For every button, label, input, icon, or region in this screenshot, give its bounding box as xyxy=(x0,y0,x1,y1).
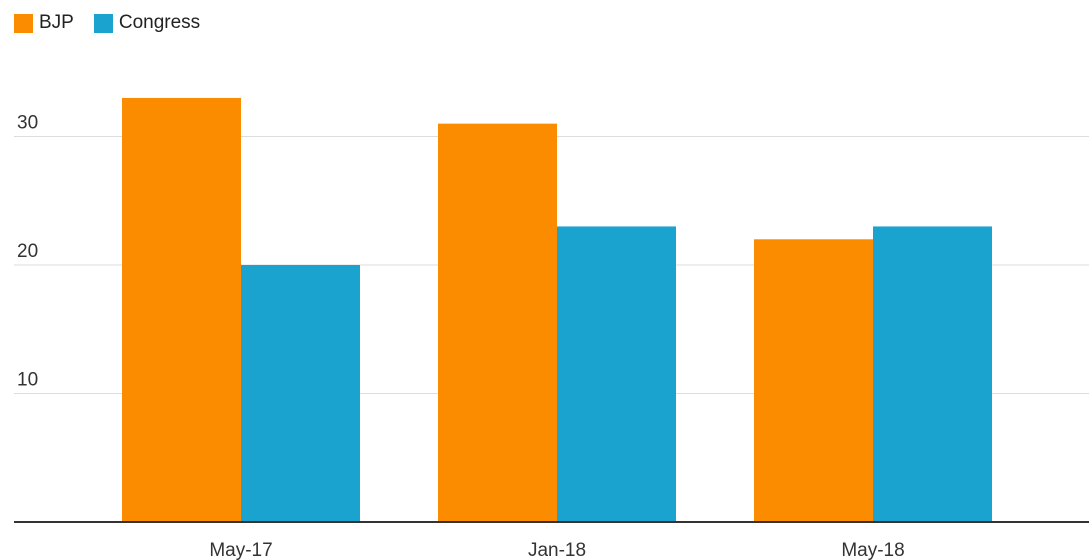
bar-bjp-jan-18[interactable] xyxy=(438,123,557,523)
x-tick-label-may-17: May-17 xyxy=(209,540,272,560)
y-tick-label-10: 10 xyxy=(17,370,38,391)
tick-labels: 10 20 30 May-17 Jan-18 May-18 xyxy=(17,113,905,560)
chart-legend: BJP Congress xyxy=(14,12,200,34)
bar-bjp-may-17[interactable] xyxy=(122,97,241,522)
bar-bjp-may-18[interactable] xyxy=(754,239,873,523)
x-tick-label-may-18: May-18 xyxy=(841,540,904,560)
y-tick-label-20: 20 xyxy=(17,241,38,262)
legend-swatch-congress xyxy=(93,13,113,33)
bar-congress-jan-18[interactable] xyxy=(557,226,676,522)
legend-swatch-bjp xyxy=(14,13,33,33)
bars xyxy=(122,97,992,523)
legend-label-congress: Congress xyxy=(118,12,201,33)
bar-congress-may-17[interactable] xyxy=(241,265,360,522)
bar-congress-may-18[interactable] xyxy=(873,226,992,522)
y-tick-label-30: 30 xyxy=(17,113,38,134)
x-tick-label-jan-18: Jan-18 xyxy=(528,540,586,560)
legend-item-bjp[interactable]: BJP xyxy=(14,12,74,34)
legend-label-bjp: BJP xyxy=(39,12,74,33)
legend-item-congress[interactable]: Congress xyxy=(93,12,201,34)
